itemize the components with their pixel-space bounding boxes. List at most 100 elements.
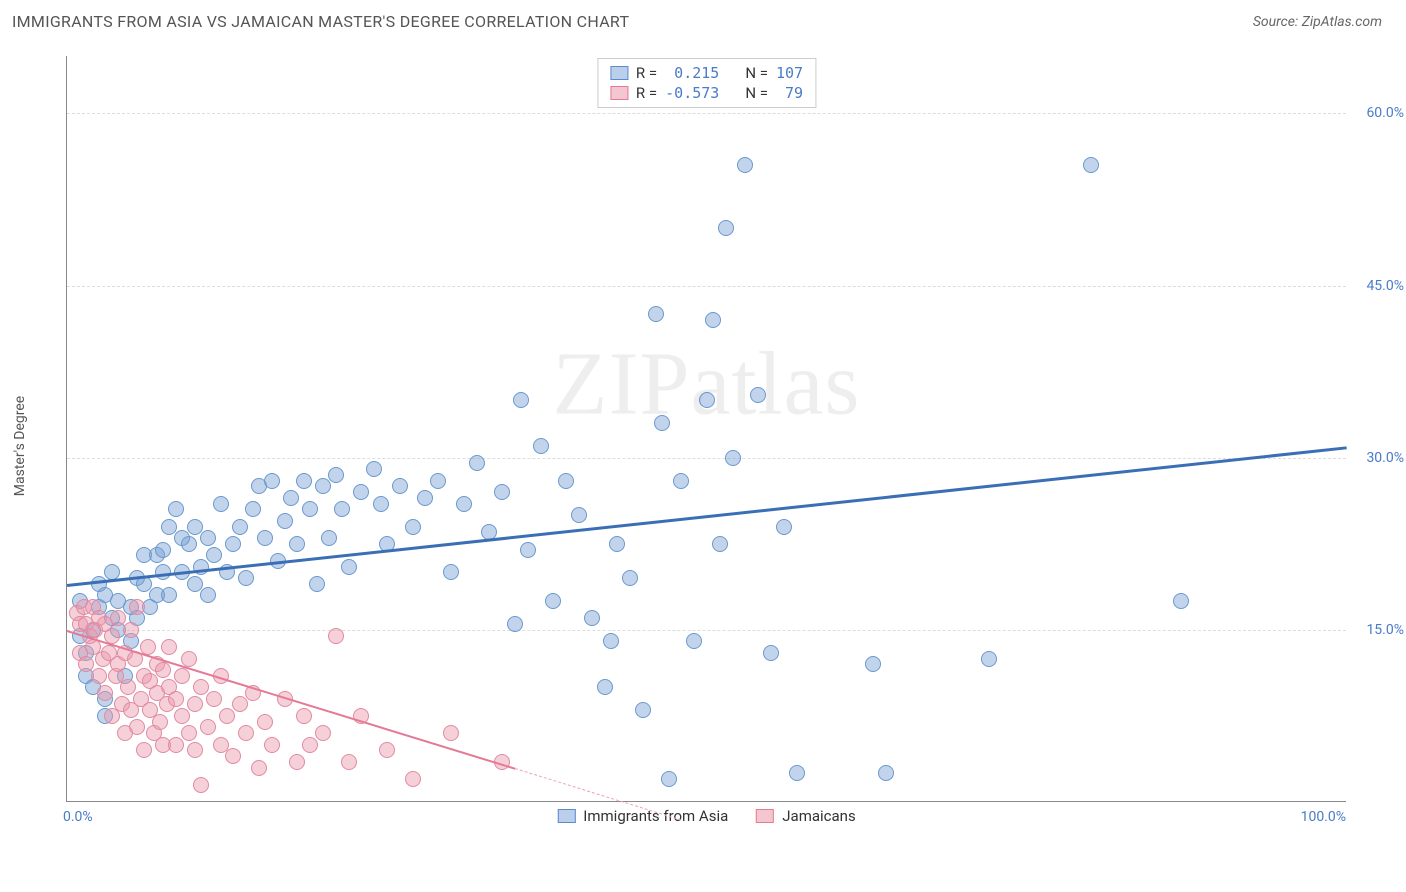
data-point [865, 656, 881, 672]
data-point [654, 415, 670, 431]
gridline [67, 113, 1346, 114]
data-point [277, 513, 293, 529]
data-point [341, 559, 357, 575]
data-point [302, 737, 318, 753]
data-point [609, 536, 625, 552]
data-point [443, 725, 459, 741]
data-point [264, 737, 280, 753]
gridline [67, 630, 1346, 631]
legend-n-label: N = [745, 64, 768, 82]
data-point [622, 570, 638, 586]
legend-series-item: Jamaicans [756, 807, 855, 825]
data-point [206, 547, 222, 563]
data-point [152, 714, 168, 730]
data-point [597, 679, 613, 695]
data-point [430, 473, 446, 489]
data-point [296, 473, 312, 489]
legend-r-value: 0.215 [665, 64, 719, 82]
legend-series-label: Jamaicans [782, 807, 855, 825]
data-point [181, 536, 197, 552]
data-point [289, 536, 305, 552]
data-point [750, 387, 766, 403]
legend-swatch [610, 66, 628, 80]
y-axis-label: Master's Degree [12, 396, 28, 496]
data-point [603, 633, 619, 649]
data-point [673, 473, 689, 489]
data-point [181, 725, 197, 741]
data-point [219, 708, 235, 724]
data-point [981, 651, 997, 667]
data-point [315, 725, 331, 741]
data-point [878, 765, 894, 781]
data-point [161, 587, 177, 603]
data-point [155, 542, 171, 558]
x-tick-min: 0.0% [63, 809, 93, 825]
data-point [513, 392, 529, 408]
data-point [1173, 593, 1189, 609]
legend-swatch [557, 809, 575, 823]
data-point [97, 685, 113, 701]
data-point [405, 771, 421, 787]
data-point [321, 530, 337, 546]
data-point [193, 777, 209, 793]
data-point [763, 645, 779, 661]
legend-series-label: Immigrants from Asia [583, 807, 728, 825]
data-point [283, 490, 299, 506]
data-point [213, 496, 229, 512]
data-point [264, 473, 280, 489]
data-point [725, 450, 741, 466]
data-point [379, 742, 395, 758]
data-point [507, 616, 523, 632]
data-point [168, 691, 184, 707]
data-point [200, 587, 216, 603]
x-tick-max: 100.0% [1301, 809, 1346, 825]
data-point [392, 478, 408, 494]
data-point [232, 519, 248, 535]
legend-n-label: N = [745, 84, 768, 102]
data-point [206, 691, 222, 707]
data-point [686, 633, 702, 649]
data-point [417, 490, 433, 506]
data-point [187, 696, 203, 712]
data-point [302, 501, 318, 517]
data-point [699, 392, 715, 408]
data-point [789, 765, 805, 781]
legend-r-value: -0.573 [665, 84, 719, 102]
data-point [174, 708, 190, 724]
legend-series-item: Immigrants from Asia [557, 807, 728, 825]
legend-correlation-row: R = 0.215N =107 [610, 63, 803, 83]
data-point [168, 737, 184, 753]
legend-r-label: R = [636, 84, 657, 102]
data-point [328, 467, 344, 483]
legend-series: Immigrants from Asia Jamaicans [557, 807, 855, 825]
watermark: ZIPatlas [553, 332, 861, 435]
data-point [232, 696, 248, 712]
y-tick-label: 45.0% [1366, 278, 1404, 294]
data-point [661, 771, 677, 787]
data-point [520, 542, 536, 558]
data-point [155, 662, 171, 678]
data-point [776, 519, 792, 535]
data-point [174, 668, 190, 684]
gridline [67, 458, 1346, 459]
data-point [469, 455, 485, 471]
y-tick-label: 60.0% [1366, 105, 1404, 121]
data-point [718, 220, 734, 236]
data-point [571, 507, 587, 523]
data-point [129, 719, 145, 735]
data-point [635, 702, 651, 718]
legend-n-value: 79 [776, 84, 803, 102]
data-point [251, 760, 267, 776]
data-point [238, 570, 254, 586]
legend-swatch [610, 86, 628, 100]
data-point [341, 754, 357, 770]
data-point [296, 708, 312, 724]
y-tick-label: 15.0% [1366, 622, 1404, 638]
data-point [494, 484, 510, 500]
data-point [225, 748, 241, 764]
source-attribution: Source: ZipAtlas.com [1253, 14, 1382, 30]
chart-container: Master's Degree ZIPatlas R = 0.215N =107… [48, 56, 1388, 836]
data-point [328, 628, 344, 644]
data-point [187, 742, 203, 758]
legend-swatch [756, 809, 774, 823]
